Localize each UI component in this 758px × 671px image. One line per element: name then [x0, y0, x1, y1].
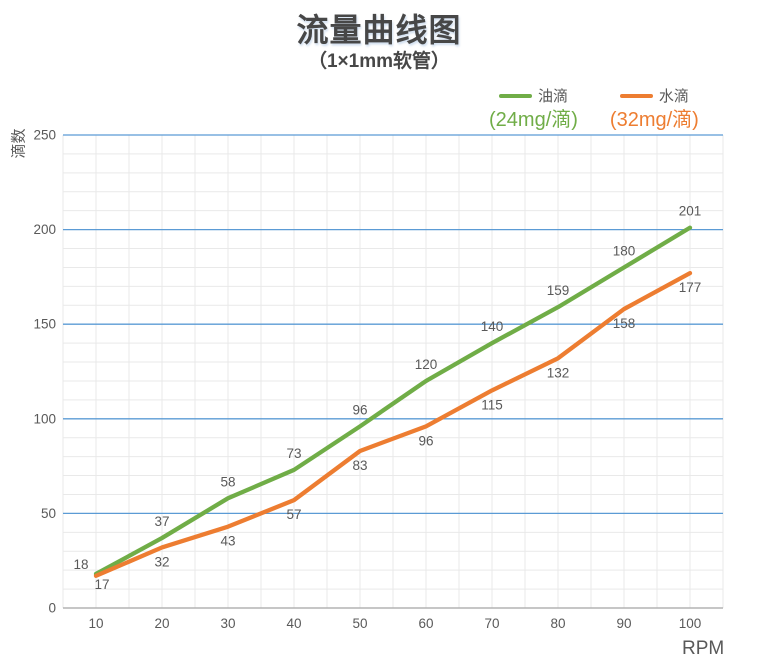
data-label-oil: 120 [415, 357, 438, 372]
y-tick-label: 50 [41, 506, 56, 521]
data-label-oil: 180 [613, 243, 636, 258]
legend-row-oil: 油滴 [498, 85, 568, 106]
chart-subtitle: （1×1mm软管） [307, 51, 451, 72]
legend-sublabel-oil: (24mg/滴) [489, 109, 578, 131]
data-label-oil: 73 [286, 446, 301, 461]
data-label-water: 57 [286, 507, 301, 522]
x-tick-label: 20 [154, 616, 169, 631]
legend-label-water: 水滴 [658, 88, 689, 105]
y-tick-label: 100 [33, 411, 56, 426]
data-label-water: 132 [547, 365, 570, 380]
data-label-water: 32 [154, 554, 169, 569]
x-tick-label: 100 [679, 616, 702, 631]
data-label-oil: 140 [481, 319, 504, 334]
data-label-oil: 201 [679, 204, 702, 219]
data-label-oil: 18 [73, 557, 88, 572]
data-label-oil: 58 [220, 474, 235, 489]
x-tick-label: 40 [286, 616, 301, 631]
y-tick-label: 0 [48, 601, 56, 616]
legend-entry-water: 水滴 (32mg/滴) [610, 85, 699, 131]
x-tick-label: 90 [616, 616, 631, 631]
data-label-water: 83 [352, 458, 367, 473]
legend-row-water: 水滴 [619, 85, 689, 106]
x-axis-title: RPM [682, 638, 725, 659]
series-line-oil [93, 225, 693, 577]
x-tick-label: 50 [352, 616, 367, 631]
data-label-water: 177 [679, 280, 702, 295]
data-label-water: 115 [481, 397, 503, 412]
y-tick-label: 150 [33, 317, 56, 332]
chart-title: 流量曲线图 [296, 12, 462, 48]
legend-sublabel-water: (32mg/滴) [609, 109, 699, 131]
y-tick-label: 250 [33, 128, 56, 143]
x-tick-label: 60 [418, 616, 433, 631]
legend-label-oil: 油滴 [537, 88, 568, 105]
data-label-water: 43 [220, 534, 235, 549]
legend: 油滴 (24mg/滴) 水滴 (32mg/滴) [489, 85, 699, 131]
y-axis-title: 滴数 [10, 128, 28, 159]
data-label-oil: 159 [547, 283, 570, 298]
legend-entry-oil: 油滴 (24mg/滴) [489, 85, 578, 131]
series-line-water [93, 270, 693, 578]
x-tick-label: 30 [220, 616, 235, 631]
oil-series-swatch [498, 93, 532, 98]
data-label-water: 17 [94, 577, 109, 592]
data-label-water: 158 [613, 316, 636, 331]
y-tick-label: 200 [33, 222, 56, 237]
data-label-water: 96 [418, 433, 433, 448]
x-tick-label: 80 [550, 616, 565, 631]
x-tick-label: 10 [88, 616, 103, 631]
data-label-oil: 37 [154, 514, 169, 529]
water-series-swatch [619, 93, 653, 98]
x-tick-label: 70 [484, 616, 499, 631]
data-label-oil: 96 [352, 402, 367, 417]
